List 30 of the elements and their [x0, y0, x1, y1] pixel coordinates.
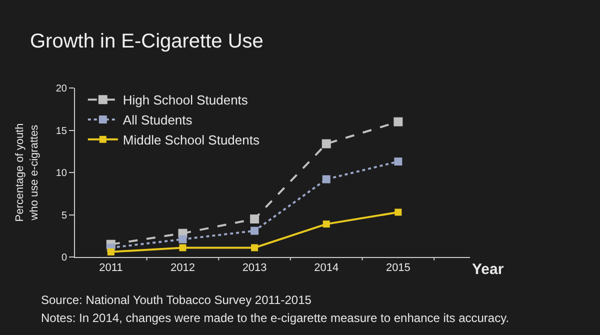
point [107, 248, 114, 256]
y-tick-label: 0 [61, 252, 68, 264]
legend-label: High School Students [122, 92, 248, 108]
point [322, 139, 331, 148]
point [322, 175, 330, 184]
y-tick-label: 5 [61, 210, 68, 222]
y-tick-label: 15 [56, 126, 68, 137]
point [179, 244, 186, 252]
point [322, 220, 330, 228]
legend-label: Middle School Students [122, 132, 260, 148]
x-tick-label: 2013 [242, 262, 267, 274]
point [250, 226, 259, 235]
y-axis-title: Percentage of youth who use e-cigrattes [14, 123, 41, 222]
legend-label: All Students [122, 112, 193, 128]
x-tick-label: 2012 [170, 262, 195, 274]
x-tick-label: 2015 [386, 262, 410, 274]
x-axis-title: Year [472, 261, 504, 278]
y-tick-label: 10 [56, 168, 68, 179]
point [394, 208, 402, 216]
point [250, 214, 260, 224]
y-tick-label: 20 [56, 84, 68, 94]
point [394, 158, 402, 166]
x-tick-label: 2014 [314, 262, 339, 274]
x-tick-label: 2011 [99, 262, 123, 274]
point [251, 244, 258, 252]
point [394, 117, 403, 126]
point [178, 235, 187, 244]
chart-title: Growth in E-Cigarette Use [30, 30, 264, 52]
source-note: Source: National Youth Tobacco Survey 2011-2015 [41, 293, 312, 307]
text: Notes: In 2014, changes were made to the e-cigarette measure to enhance its accuracy. [41, 311, 510, 325]
